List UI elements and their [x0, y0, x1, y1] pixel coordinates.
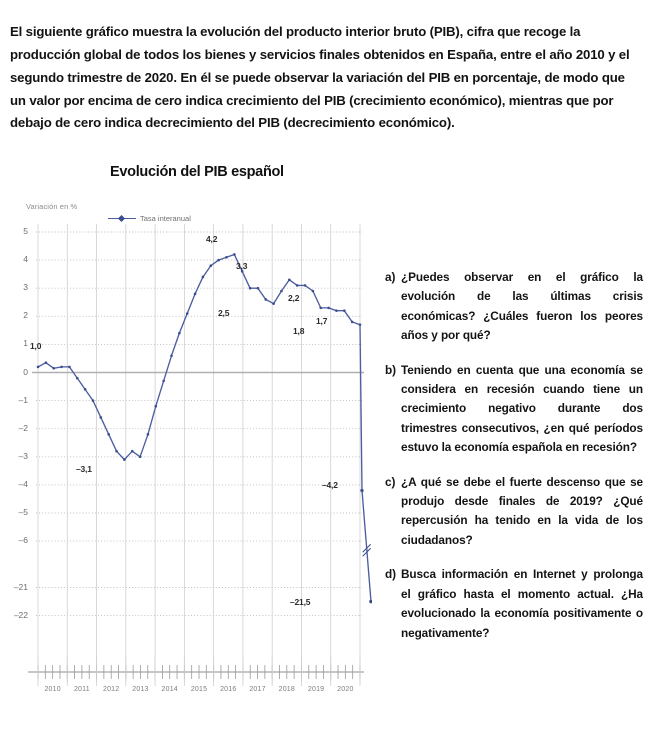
question-item-c: c) ¿A qué se debe el fuerte descenso que…: [385, 473, 643, 551]
x-tick-2011: 2011: [73, 686, 90, 693]
question-item-b: b) Teniendo en cuenta que una economía s…: [385, 361, 643, 458]
data-label-3_3: 3,3: [236, 260, 248, 271]
y-tick-2: 2: [23, 310, 28, 321]
intro-paragraph: El siguiente gráfico muestra la evolució…: [10, 24, 630, 131]
question-item-d: d) Busca información en Internet y prolo…: [385, 565, 643, 643]
y-tick-neg6: –6: [18, 535, 28, 546]
data-label-2_2: 2,2: [288, 292, 300, 303]
data-label-_4_2: –4,2: [322, 479, 338, 490]
questions-list: a) ¿Puedes observar en el gráfico la evo…: [385, 268, 643, 658]
legend-line-marker-icon: [108, 214, 136, 223]
question-text-a: ¿Puedes observar en el gráfico la evoluc…: [401, 270, 643, 343]
question-text-b: Teniendo en cuenta que una economía se c…: [401, 362, 643, 455]
y-tick-neg3: –3: [18, 450, 28, 461]
y-axis-caption: Variación en %: [26, 202, 78, 211]
question-text-d: Busca información en Internet y prolonga…: [401, 567, 643, 640]
chart-legend: Tasa interanual: [108, 214, 191, 223]
data-label-_21_5: –21,5: [290, 596, 311, 607]
y-tick-4: 4: [23, 254, 28, 265]
question-key-a: a): [385, 270, 396, 284]
y-tick-neg22: –22: [13, 609, 28, 620]
pib-chart: Evolución del PIB español Variación en %…: [0, 158, 372, 750]
plot-svg: [32, 224, 372, 682]
x-axis-svg: [28, 656, 364, 686]
data-label-2_5: 2,5: [218, 308, 230, 319]
y-tick-0: 0: [23, 366, 28, 377]
y-tick-neg4: –4: [18, 478, 28, 489]
data-label-1_0: 1,0: [30, 340, 42, 351]
x-axis: 2010 2011 2012 2013 2014 2015 2016 2017 2018 2019…: [0, 656, 372, 716]
y-tick-5: 5: [23, 226, 28, 236]
x-tick-2019: 2019: [307, 686, 325, 693]
data-label-1_7: 1,7: [316, 315, 328, 326]
y-tick-3: 3: [23, 282, 28, 293]
legend-label-tasa-interanual: Tasa interanual: [140, 214, 191, 223]
data-label-4_2: 4,2: [206, 234, 218, 245]
x-tick-2020: 2020: [337, 686, 354, 693]
x-tick-2014: 2014: [161, 686, 178, 693]
x-tick-2012: 2012: [102, 686, 120, 693]
y-tick-neg2: –2: [18, 422, 28, 433]
x-tick-2013: 2013: [132, 686, 149, 693]
data-label-_3_1: –3,1: [76, 463, 92, 474]
x-tick-2017: 2017: [249, 686, 266, 693]
question-key-d: d): [385, 567, 396, 582]
y-tick-neg5: –5: [18, 507, 28, 517]
x-axis-tick-labels: 2010 2011 2012 2013 2014 2015 2016 2017 2018 2019…: [0, 686, 372, 706]
x-tick-2015: 2015: [190, 686, 208, 693]
chart-title: Evolución del PIB español: [110, 164, 284, 180]
y-tick-neg1: –1: [18, 394, 28, 405]
data-label-1_8: 1,8: [293, 325, 305, 336]
chart-plot-area: 5 4 3 2 1 0 –1 –2 –3 –4 –5 –6 –21 –22 1,0 –3,1 4,2 3,3 2,…: [0, 224, 372, 684]
question-text-c: ¿A qué se debe el fuerte descenso que se…: [401, 474, 643, 547]
x-tick-2016: 2016: [220, 686, 237, 693]
question-key-b: b): [385, 362, 396, 377]
question-item-a: a) ¿Puedes observar en el gráfico la evo…: [385, 268, 643, 346]
question-key-c: c): [385, 474, 396, 489]
y-tick-neg21: –21: [13, 581, 28, 592]
x-tick-2010: 2010: [44, 686, 61, 693]
y-tick-1: 1: [23, 338, 28, 349]
x-tick-2018: 2018: [278, 686, 295, 693]
